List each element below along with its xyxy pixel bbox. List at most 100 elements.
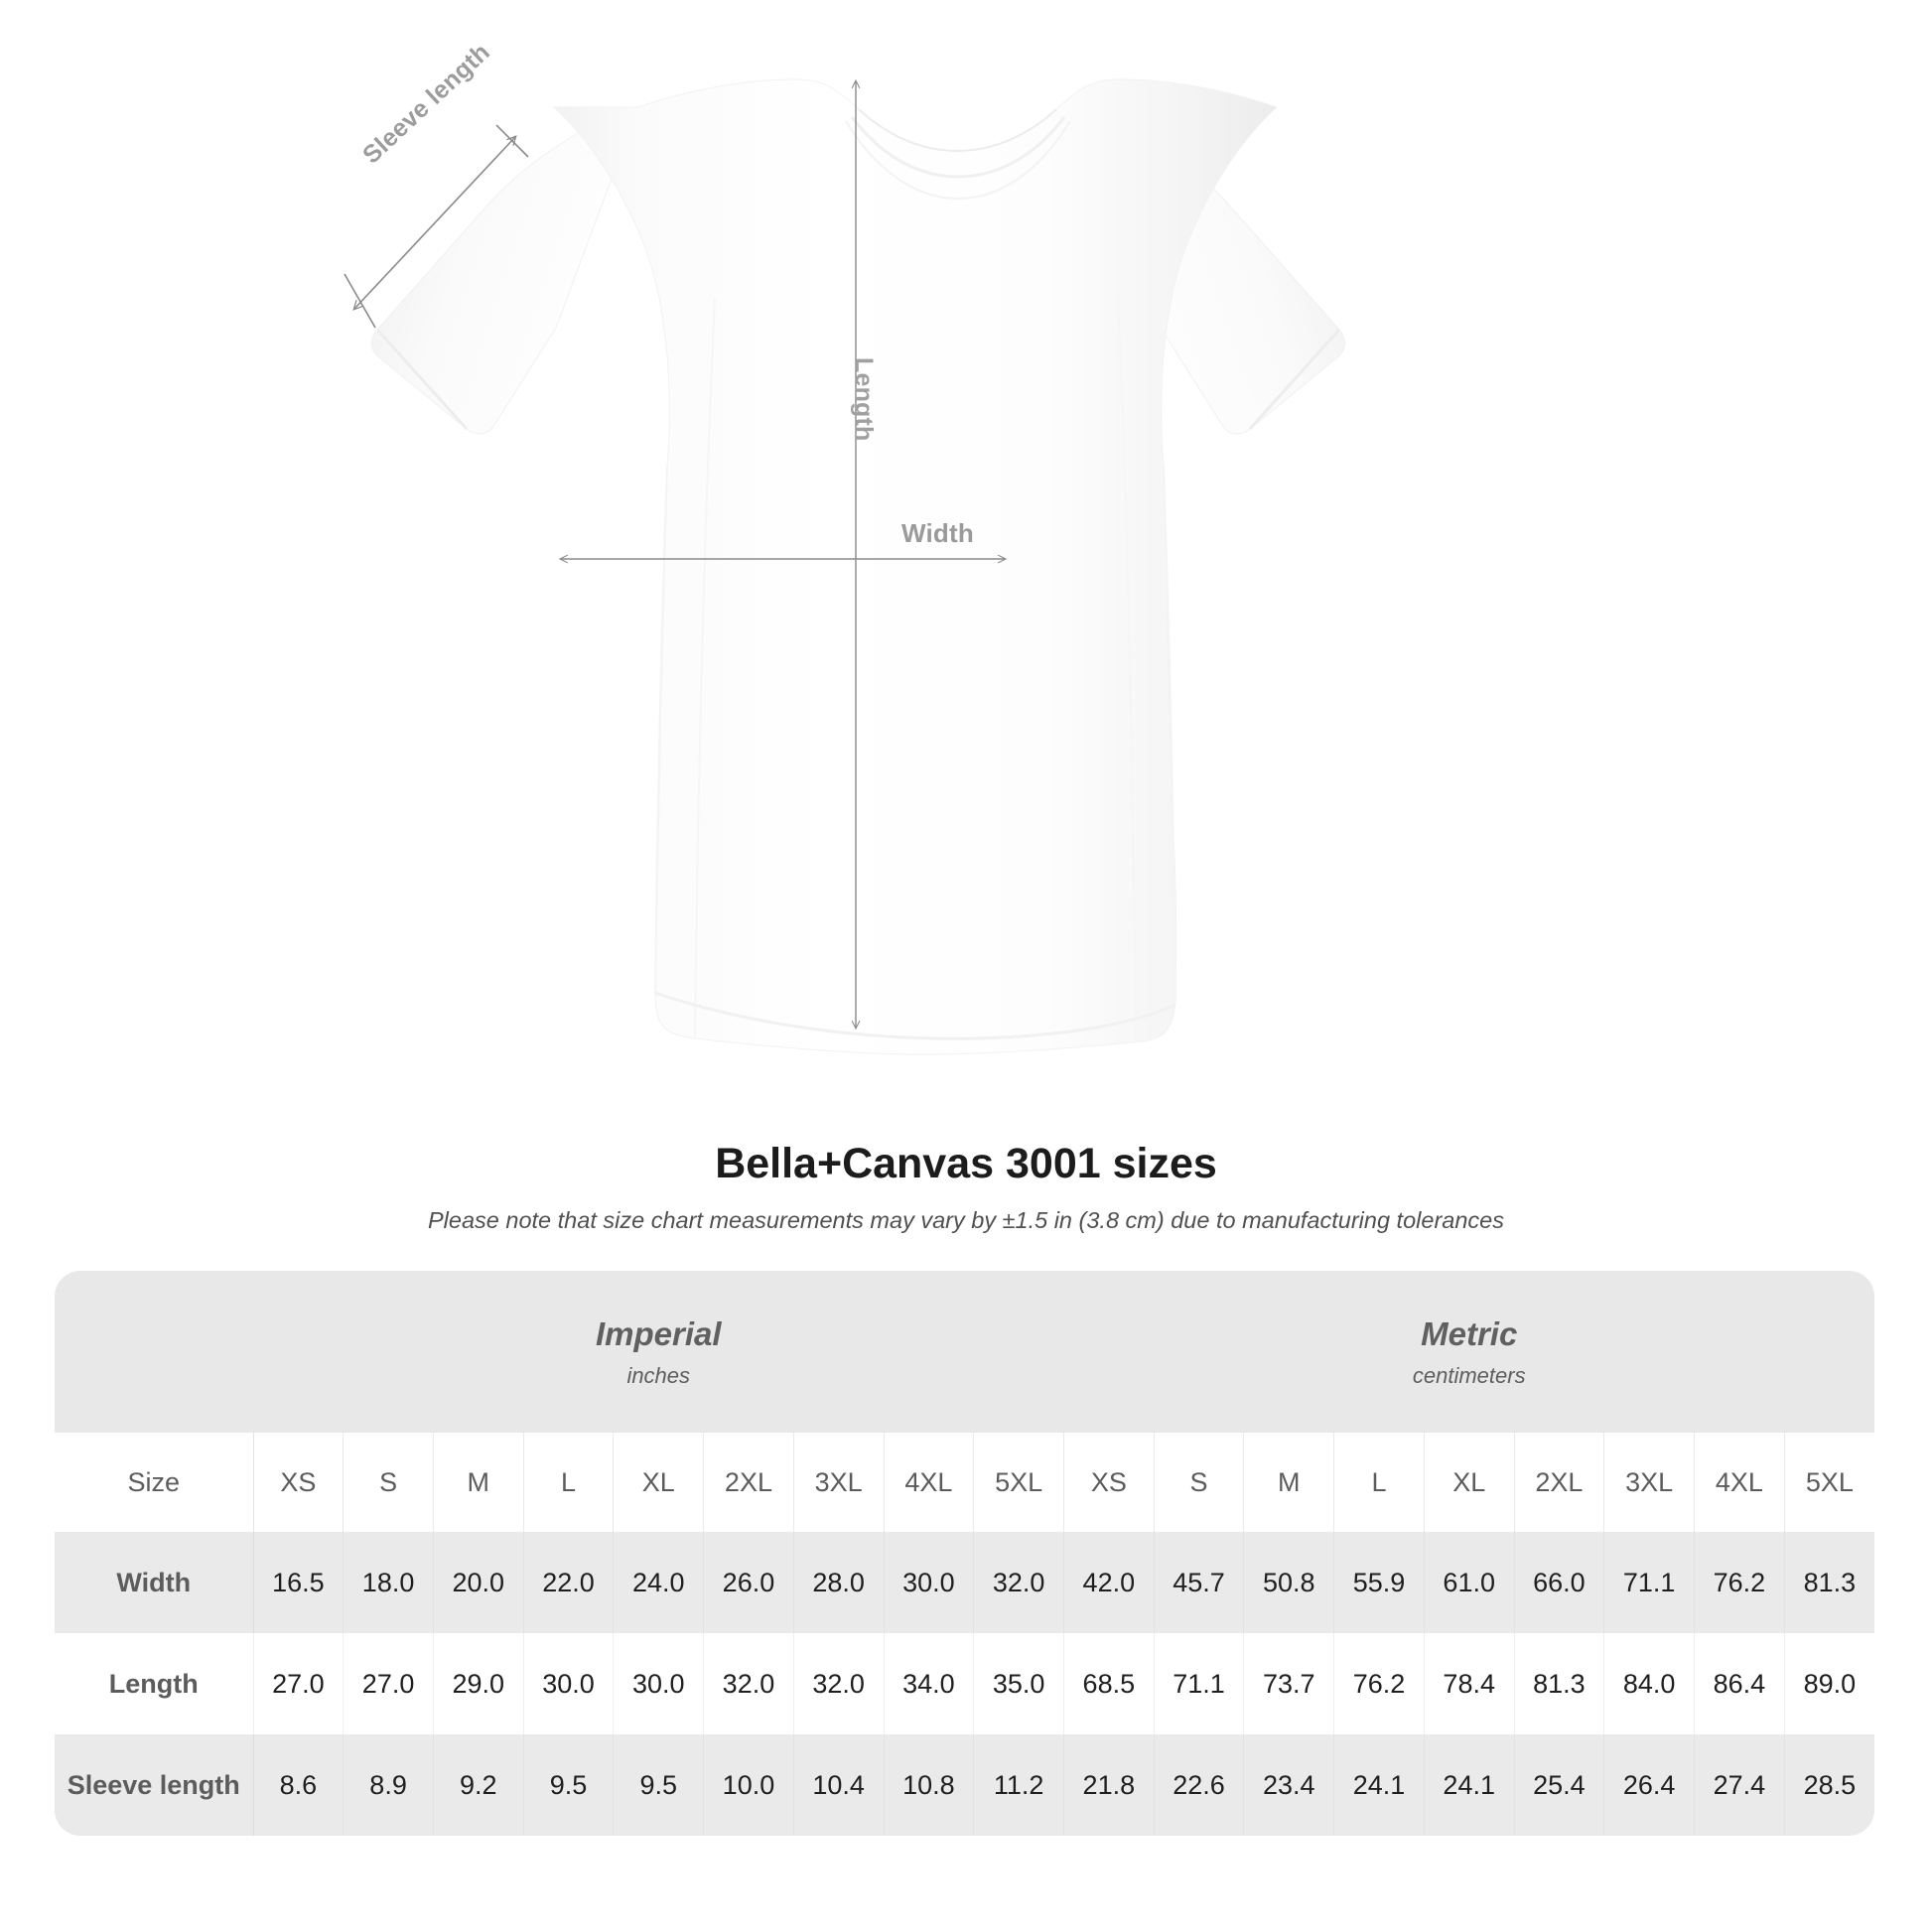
cell-width-metric-3xl: 71.1 [1603, 1532, 1695, 1633]
cell-length-imperial-3xl: 32.0 [793, 1633, 885, 1734]
unit-group-imperial-title: Imperial [595, 1314, 722, 1352]
units-banner-row: Imperial inches Metric centimeters [55, 1271, 1874, 1433]
size-table-container: Imperial inches Metric centimeters Size … [55, 1271, 1874, 1836]
unit-group-metric: Metric centimeters [1063, 1271, 1874, 1433]
cell-length-metric-2xl: 81.3 [1514, 1633, 1605, 1734]
header-size-imperial-5xl: 5XL [973, 1433, 1064, 1532]
cell-length-metric-s: 71.1 [1154, 1633, 1245, 1734]
row-label-length: Length [55, 1633, 254, 1734]
header-size-imperial-s: S [343, 1433, 434, 1532]
cell-width-metric-l: 55.9 [1333, 1532, 1425, 1633]
row-label-sleeve-length: Sleeve length [55, 1734, 254, 1836]
cell-length-metric-xs: 68.5 [1063, 1633, 1155, 1734]
cell-length-imperial-4xl: 34.0 [884, 1633, 975, 1734]
cell-sleeve-metric-m: 23.4 [1243, 1734, 1335, 1836]
header-size-imperial-xl: XL [613, 1433, 705, 1532]
header-size-imperial-l: L [523, 1433, 615, 1532]
cell-length-imperial-l: 30.0 [523, 1633, 615, 1734]
cell-width-imperial-xs: 16.5 [253, 1532, 345, 1633]
header-size-metric-3xl: 3XL [1603, 1433, 1695, 1532]
cell-length-metric-l: 76.2 [1333, 1633, 1425, 1734]
cell-sleeve-metric-2xl: 25.4 [1514, 1734, 1605, 1836]
cell-width-imperial-5xl: 32.0 [973, 1532, 1064, 1633]
cell-length-imperial-xl: 30.0 [613, 1633, 705, 1734]
header-size-imperial-m: M [433, 1433, 524, 1532]
cell-width-metric-xs: 42.0 [1063, 1532, 1155, 1633]
header-size-metric-xs: XS [1063, 1433, 1155, 1532]
table-row: Width 16.5 18.0 20.0 22.0 24.0 26.0 28.0… [55, 1532, 1874, 1633]
header-size-metric-s: S [1154, 1433, 1245, 1532]
page-title: Bella+Canvas 3001 sizes [715, 1140, 1217, 1187]
header-size-imperial-4xl: 4XL [884, 1433, 975, 1532]
cell-sleeve-metric-5xl: 28.5 [1784, 1734, 1874, 1836]
tshirt-diagram-svg [344, 78, 1346, 1055]
cell-sleeve-metric-3xl: 26.4 [1603, 1734, 1695, 1836]
cell-width-imperial-3xl: 28.0 [793, 1532, 885, 1633]
cell-length-metric-5xl: 89.0 [1784, 1633, 1874, 1734]
cell-width-imperial-2xl: 26.0 [703, 1532, 794, 1633]
header-size-metric-5xl: 5XL [1784, 1433, 1874, 1532]
cell-length-metric-4xl: 86.4 [1694, 1633, 1785, 1734]
cell-sleeve-imperial-xl: 9.5 [613, 1734, 705, 1836]
width-label: Width [901, 518, 974, 548]
tshirt-illustration: Sleeve length Length Width [344, 38, 1346, 1055]
tshirt-body-shape [370, 78, 1346, 1055]
cell-width-imperial-s: 18.0 [343, 1532, 434, 1633]
unit-group-imperial-subtitle: inches [626, 1362, 691, 1388]
header-size-metric-m: M [1243, 1433, 1335, 1532]
header-size-label: Size [55, 1433, 254, 1532]
cell-sleeve-metric-xl: 24.1 [1424, 1734, 1515, 1836]
cell-length-imperial-s: 27.0 [343, 1633, 434, 1734]
size-header-row: Size XS S M L XL 2XL 3XL 4XL 5XL XS S M … [55, 1433, 1874, 1532]
cell-length-metric-3xl: 84.0 [1603, 1633, 1695, 1734]
row-label-width: Width [55, 1532, 254, 1633]
cell-sleeve-imperial-2xl: 10.0 [703, 1734, 794, 1836]
header-size-metric-l: L [1333, 1433, 1425, 1532]
cell-width-imperial-m: 20.0 [433, 1532, 524, 1633]
cell-width-metric-m: 50.8 [1243, 1532, 1335, 1633]
cell-width-metric-4xl: 76.2 [1694, 1532, 1785, 1633]
cell-sleeve-metric-l: 24.1 [1333, 1734, 1425, 1836]
cell-sleeve-imperial-m: 9.2 [433, 1734, 524, 1836]
units-spacer-cell [55, 1271, 253, 1433]
table-row: Sleeve length 8.6 8.9 9.2 9.5 9.5 10.0 1… [55, 1734, 1874, 1836]
tolerance-note: Please note that size chart measurements… [428, 1207, 1504, 1234]
header-size-imperial-2xl: 2XL [703, 1433, 794, 1532]
title-block: Bella+Canvas 3001 sizes Please note that… [0, 1140, 1932, 1236]
cell-sleeve-metric-4xl: 27.4 [1694, 1734, 1785, 1836]
cell-length-metric-m: 73.7 [1243, 1633, 1335, 1734]
cell-sleeve-imperial-4xl: 10.8 [884, 1734, 975, 1836]
cell-length-metric-xl: 78.4 [1424, 1633, 1515, 1734]
cell-sleeve-imperial-5xl: 11.2 [973, 1734, 1064, 1836]
cell-width-metric-2xl: 66.0 [1514, 1532, 1605, 1633]
unit-group-metric-title: Metric [1421, 1314, 1518, 1352]
cell-sleeve-metric-xs: 21.8 [1063, 1734, 1155, 1836]
cell-sleeve-imperial-s: 8.9 [343, 1734, 434, 1836]
size-table: Imperial inches Metric centimeters Size … [55, 1271, 1874, 1836]
cell-length-imperial-m: 29.0 [433, 1633, 524, 1734]
cell-sleeve-imperial-xs: 8.6 [253, 1734, 345, 1836]
cell-width-imperial-xl: 24.0 [613, 1532, 705, 1633]
table-row: Length 27.0 27.0 29.0 30.0 30.0 32.0 32.… [55, 1633, 1874, 1734]
cell-width-imperial-4xl: 30.0 [884, 1532, 975, 1633]
cell-length-imperial-5xl: 35.0 [973, 1633, 1064, 1734]
cell-width-metric-5xl: 81.3 [1784, 1532, 1874, 1633]
header-size-metric-2xl: 2XL [1514, 1433, 1605, 1532]
header-size-imperial-3xl: 3XL [793, 1433, 885, 1532]
cell-sleeve-imperial-3xl: 10.4 [793, 1734, 885, 1836]
header-size-metric-xl: XL [1424, 1433, 1515, 1532]
sleeve-length-dimension [344, 124, 529, 329]
cell-length-imperial-xs: 27.0 [253, 1633, 345, 1734]
cell-length-imperial-2xl: 32.0 [703, 1633, 794, 1734]
cell-width-metric-xl: 61.0 [1424, 1532, 1515, 1633]
cell-sleeve-metric-s: 22.6 [1154, 1734, 1245, 1836]
header-size-imperial-xs: XS [253, 1433, 345, 1532]
cell-width-metric-s: 45.7 [1154, 1532, 1245, 1633]
length-label: Length [850, 357, 878, 442]
cell-sleeve-imperial-l: 9.5 [523, 1734, 615, 1836]
unit-group-imperial: Imperial inches [253, 1271, 1064, 1433]
unit-group-metric-subtitle: centimeters [1412, 1362, 1526, 1388]
cell-width-imperial-l: 22.0 [523, 1532, 615, 1633]
header-size-metric-4xl: 4XL [1694, 1433, 1785, 1532]
